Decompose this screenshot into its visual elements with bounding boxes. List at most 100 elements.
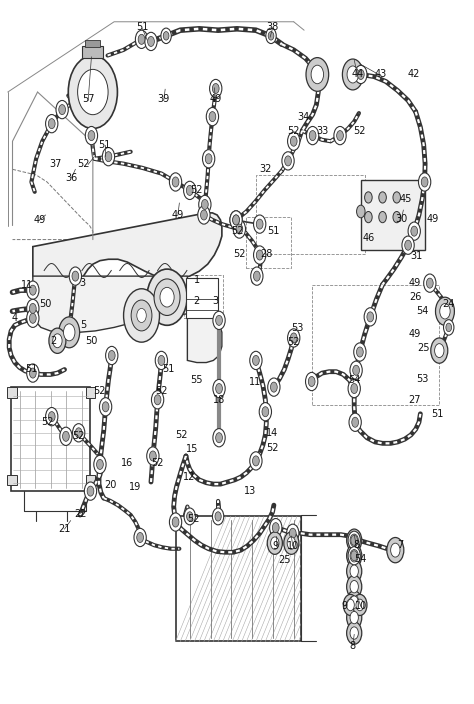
Text: 10: 10 bbox=[287, 541, 299, 551]
Circle shape bbox=[102, 148, 115, 166]
Circle shape bbox=[87, 486, 94, 496]
Circle shape bbox=[213, 429, 225, 447]
Circle shape bbox=[49, 328, 66, 353]
Text: 20: 20 bbox=[104, 481, 117, 491]
Circle shape bbox=[184, 508, 195, 525]
Circle shape bbox=[169, 173, 182, 191]
Circle shape bbox=[435, 344, 444, 358]
Circle shape bbox=[367, 312, 374, 322]
Text: 30: 30 bbox=[395, 213, 408, 223]
Text: 52: 52 bbox=[73, 432, 85, 441]
Bar bbox=[246, 217, 292, 268]
Text: 1: 1 bbox=[194, 275, 200, 285]
Circle shape bbox=[205, 153, 212, 164]
Bar bbox=[86, 387, 95, 398]
Circle shape bbox=[169, 513, 182, 531]
Circle shape bbox=[105, 151, 112, 162]
Circle shape bbox=[254, 246, 266, 264]
Text: 52: 52 bbox=[155, 386, 168, 396]
Circle shape bbox=[306, 58, 328, 92]
Text: 22: 22 bbox=[74, 508, 86, 519]
Circle shape bbox=[271, 382, 277, 392]
Circle shape bbox=[253, 356, 259, 365]
Circle shape bbox=[233, 215, 239, 225]
Polygon shape bbox=[33, 276, 222, 363]
Circle shape bbox=[138, 34, 145, 44]
Bar bbox=[361, 180, 425, 250]
Circle shape bbox=[256, 219, 263, 229]
Text: 21: 21 bbox=[58, 524, 71, 534]
Circle shape bbox=[365, 191, 372, 203]
Text: 19: 19 bbox=[129, 482, 142, 492]
Circle shape bbox=[343, 594, 357, 615]
Text: 39: 39 bbox=[158, 94, 170, 104]
Text: 8: 8 bbox=[353, 539, 359, 550]
Circle shape bbox=[348, 379, 360, 398]
Text: 16: 16 bbox=[121, 458, 134, 468]
Circle shape bbox=[84, 482, 97, 501]
Circle shape bbox=[152, 391, 164, 409]
Circle shape bbox=[48, 412, 55, 422]
Circle shape bbox=[53, 334, 62, 348]
Circle shape bbox=[351, 384, 357, 394]
Circle shape bbox=[198, 206, 210, 224]
Circle shape bbox=[346, 606, 362, 629]
Circle shape bbox=[29, 368, 36, 378]
Text: 54: 54 bbox=[354, 554, 366, 565]
Text: 8: 8 bbox=[350, 641, 356, 650]
Text: 52: 52 bbox=[93, 386, 105, 396]
Circle shape bbox=[440, 303, 450, 319]
Bar bbox=[85, 40, 100, 47]
Circle shape bbox=[64, 324, 75, 341]
Circle shape bbox=[424, 274, 436, 292]
Text: 46: 46 bbox=[362, 233, 374, 243]
Text: 7: 7 bbox=[397, 539, 403, 550]
Circle shape bbox=[346, 529, 362, 551]
Circle shape bbox=[212, 508, 224, 525]
Bar bbox=[7, 387, 17, 398]
Circle shape bbox=[63, 323, 75, 341]
Circle shape bbox=[68, 56, 118, 129]
Text: 52: 52 bbox=[233, 249, 246, 258]
Text: 51: 51 bbox=[137, 23, 149, 32]
Circle shape bbox=[78, 70, 108, 115]
Circle shape bbox=[251, 267, 263, 285]
Bar bbox=[11, 387, 91, 491]
Text: 49: 49 bbox=[33, 215, 46, 225]
Circle shape bbox=[287, 537, 295, 549]
Bar bbox=[256, 175, 365, 253]
Circle shape bbox=[72, 271, 79, 281]
Circle shape bbox=[306, 372, 318, 391]
Text: 37: 37 bbox=[49, 159, 61, 170]
Circle shape bbox=[350, 565, 358, 577]
Text: 52: 52 bbox=[266, 443, 279, 453]
Circle shape bbox=[356, 599, 364, 611]
Circle shape bbox=[27, 309, 39, 327]
Circle shape bbox=[273, 522, 279, 533]
Text: 15: 15 bbox=[186, 444, 198, 454]
Circle shape bbox=[379, 191, 386, 203]
Circle shape bbox=[187, 512, 193, 521]
Circle shape bbox=[357, 70, 364, 80]
Ellipse shape bbox=[160, 287, 174, 307]
Circle shape bbox=[405, 240, 411, 250]
Circle shape bbox=[347, 66, 358, 83]
Circle shape bbox=[268, 32, 274, 40]
Circle shape bbox=[402, 236, 414, 254]
Text: 33: 33 bbox=[316, 126, 328, 136]
Circle shape bbox=[262, 407, 269, 417]
Text: 51: 51 bbox=[162, 364, 174, 374]
Circle shape bbox=[353, 594, 367, 615]
Circle shape bbox=[411, 226, 418, 236]
Text: 14: 14 bbox=[266, 428, 279, 438]
Circle shape bbox=[85, 127, 98, 145]
Text: 55: 55 bbox=[191, 375, 203, 385]
Circle shape bbox=[270, 519, 282, 536]
Text: 36: 36 bbox=[65, 172, 78, 183]
Circle shape bbox=[351, 535, 357, 546]
Circle shape bbox=[216, 315, 222, 325]
Circle shape bbox=[201, 210, 207, 220]
Circle shape bbox=[436, 297, 455, 325]
Circle shape bbox=[285, 156, 292, 166]
Circle shape bbox=[348, 546, 360, 565]
